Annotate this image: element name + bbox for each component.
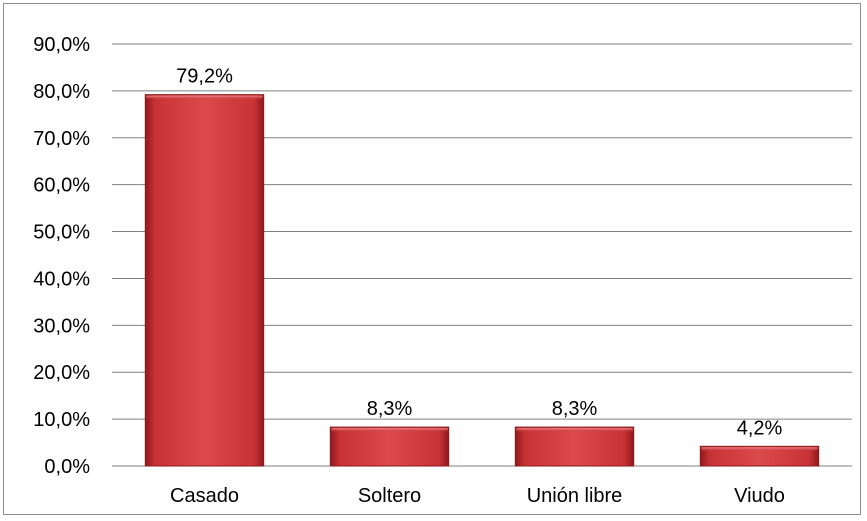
y-tick-label: 50,0% <box>33 222 90 244</box>
data-label: 8,3% <box>552 398 598 420</box>
y-tick-label: 30,0% <box>33 315 90 337</box>
bar-1 <box>144 94 265 467</box>
y-axis-ticks: 0,0% 10,0% 20,0% 30,0% 40,0% 50,0% 60,0% 70,0% 8… <box>33 34 90 478</box>
data-label: 8,3% <box>367 398 413 420</box>
x-category-label: Unión libre <box>527 485 623 507</box>
data-label: 79,2% <box>176 66 233 88</box>
y-tick-label: 40,0% <box>33 268 90 290</box>
bar-highlight <box>701 447 818 452</box>
bars <box>144 94 820 467</box>
data-labels: 79,2% 8,3% 8,3% 4,2% <box>176 66 782 440</box>
bar-3 <box>514 426 635 467</box>
bar-2 <box>329 426 450 467</box>
bar-highlight <box>331 428 448 433</box>
y-tick-label: 80,0% <box>33 81 90 103</box>
data-label: 4,2% <box>737 417 783 439</box>
bar <box>514 426 635 467</box>
y-tick-label: 70,0% <box>33 128 90 150</box>
y-tick-label: 20,0% <box>33 362 90 384</box>
y-tick-label: 90,0% <box>33 34 90 56</box>
bar-chart: 0,0% 10,0% 20,0% 30,0% 40,0% 50,0% 60,0% 70,0% 8… <box>33 34 852 507</box>
y-tick-label: 60,0% <box>33 175 90 197</box>
chart-frame: 0,0% 10,0% 20,0% 30,0% 40,0% 50,0% 60,0% 70,0% 8… <box>3 3 861 515</box>
y-tick-label: 10,0% <box>33 409 90 431</box>
x-axis-categories: Casado Soltero Unión libre Viudo <box>170 485 785 507</box>
x-category-label: Casado <box>170 485 239 507</box>
bar-highlight <box>146 95 263 100</box>
x-category-label: Soltero <box>358 485 421 507</box>
bar-4 <box>699 445 820 467</box>
bar-highlight <box>516 428 633 433</box>
bar <box>144 94 265 467</box>
y-tick-label: 0,0% <box>44 456 90 478</box>
x-category-label: Viudo <box>734 485 785 507</box>
bar <box>329 426 450 467</box>
